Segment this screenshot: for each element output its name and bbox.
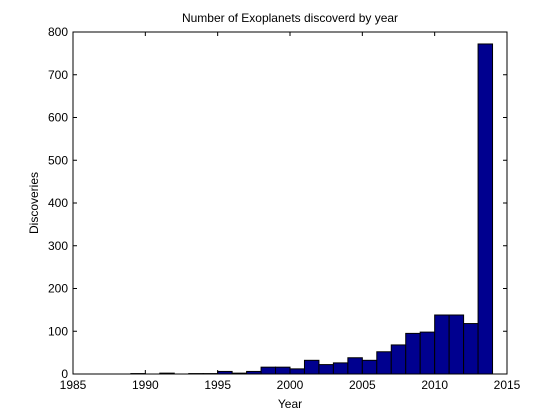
y-tick-label: 800	[48, 25, 68, 39]
chart-title: Number of Exoplanets discoverd by year	[182, 11, 398, 25]
bar-2007	[391, 345, 405, 374]
bar-2004	[348, 358, 362, 374]
bar-2012	[464, 324, 478, 374]
bar-2009	[420, 332, 434, 374]
y-axis-label: Discoveries	[27, 172, 41, 234]
x-tick-label: 2000	[277, 378, 304, 392]
bar-2002	[319, 365, 333, 374]
y-tick-label: 400	[48, 196, 68, 210]
bar-2013	[478, 44, 492, 374]
bar-2005	[362, 360, 376, 374]
bar-1991	[160, 373, 174, 374]
y-tick-label: 500	[48, 153, 68, 167]
x-axis-label: Year	[278, 397, 302, 411]
y-tick-label: 100	[48, 324, 68, 338]
x-tick-label: 2005	[349, 378, 376, 392]
bar-1995	[218, 371, 232, 374]
bar-2003	[333, 363, 347, 374]
y-tick-label: 600	[48, 111, 68, 125]
x-tick-label: 2010	[421, 378, 448, 392]
bar-2000	[290, 369, 304, 374]
y-tick-label: 700	[48, 68, 68, 82]
bar-2001	[304, 360, 318, 374]
bar-2010	[435, 315, 449, 374]
bar-1999	[276, 367, 290, 374]
bar-2006	[377, 352, 391, 374]
y-tick-label: 200	[48, 282, 68, 296]
x-tick-label: 1995	[204, 378, 231, 392]
y-tick-label: 0	[61, 367, 68, 381]
bar-2008	[406, 333, 420, 374]
y-tick-label: 300	[48, 239, 68, 253]
bar-1998	[261, 367, 275, 374]
x-tick-label: 2015	[494, 378, 521, 392]
bar-1996	[232, 373, 246, 374]
bar-1997	[247, 371, 261, 374]
bar-2011	[449, 315, 463, 374]
x-tick-label: 1990	[132, 378, 159, 392]
